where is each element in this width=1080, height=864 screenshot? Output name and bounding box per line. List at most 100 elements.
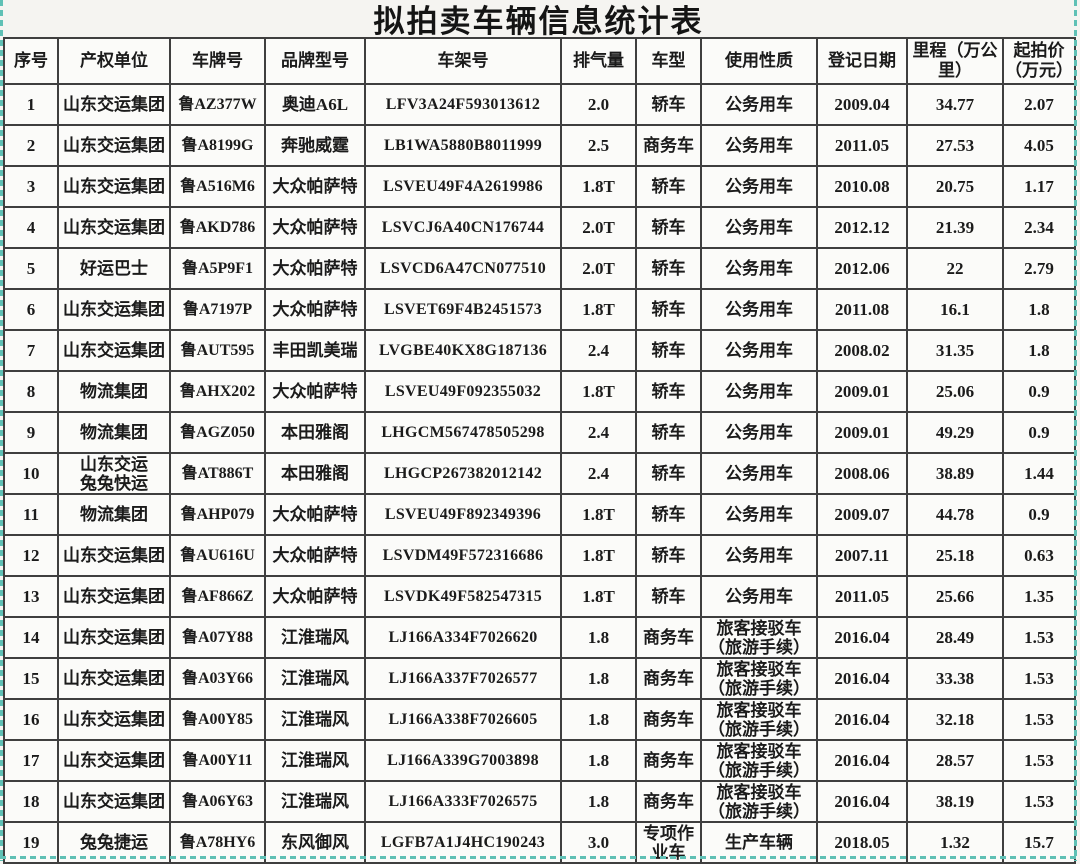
cell-vin: LSVET69F4B2451573 — [364, 288, 562, 331]
cell-plate-number: 鲁A5P9F1 — [169, 247, 266, 290]
cell-index: 1 — [3, 83, 59, 126]
cell-owner-unit: 好运巴士 — [57, 247, 171, 290]
cell-index: 2 — [3, 124, 59, 167]
cell-starting-price: 1.53 — [1002, 657, 1076, 700]
cell-owner-unit: 山东交运集团 — [57, 657, 171, 700]
cell-brand-model: 江淮瑞风 — [264, 780, 366, 823]
table-row: 15 山东交运集团 鲁A03Y66 江淮瑞风 LJ166A337F7026577 1.8 商… — [3, 657, 1076, 700]
cell-starting-price: 1.44 — [1002, 452, 1076, 495]
cell-usage-nature: 旅客接驳车 （旅游手续） — [700, 698, 818, 741]
cell-usage-nature: 公务用车 — [700, 206, 818, 249]
cell-displacement: 1.8T — [560, 534, 637, 577]
cell-index: 4 — [3, 206, 59, 249]
cell-owner-unit: 物流集团 — [57, 411, 171, 454]
cell-vin: LSVEU49F092355032 — [364, 370, 562, 413]
cell-owner-unit: 山东交运集团 — [57, 165, 171, 208]
cell-mileage: 31.35 — [906, 329, 1004, 372]
cell-register-date: 2011.08 — [816, 288, 908, 331]
cell-displacement: 1.8T — [560, 165, 637, 208]
cell-starting-price: 1.8 — [1002, 288, 1076, 331]
cell-index: 11 — [3, 493, 59, 536]
cell-mileage: 20.75 — [906, 165, 1004, 208]
cell-brand-model: 江淮瑞风 — [264, 739, 366, 782]
cell-usage-nature: 公务用车 — [700, 452, 818, 495]
cell-index: 13 — [3, 575, 59, 618]
cell-vehicle-type: 轿车 — [635, 411, 702, 454]
cell-displacement: 1.8 — [560, 657, 637, 700]
cell-displacement: 2.0T — [560, 206, 637, 249]
cell-brand-model: 大众帕萨特 — [264, 165, 366, 208]
table-row: 14 山东交运集团 鲁A07Y88 江淮瑞风 LJ166A334F7026620 1.8 商… — [3, 616, 1076, 659]
cell-mileage: 32.18 — [906, 698, 1004, 741]
table-row: 8 物流集团 鲁AHX202 大众帕萨特 LSVEU49F092355032 1.8T 轿车… — [3, 370, 1076, 413]
page-break-line-left — [0, 0, 3, 861]
cell-plate-number: 鲁AF866Z — [169, 575, 266, 618]
cell-vehicle-type: 轿车 — [635, 493, 702, 536]
cell-brand-model: 大众帕萨特 — [264, 534, 366, 577]
column-header-vehicle-type: 车型 — [635, 37, 702, 85]
cell-vehicle-type: 商务车 — [635, 124, 702, 167]
cell-usage-nature: 公务用车 — [700, 493, 818, 536]
cell-vehicle-type: 商务车 — [635, 780, 702, 823]
cell-brand-model: 江淮瑞风 — [264, 657, 366, 700]
cell-starting-price: 0.9 — [1002, 411, 1076, 454]
cell-brand-model: 江淮瑞风 — [264, 616, 366, 659]
cell-plate-number: 鲁A00Y85 — [169, 698, 266, 741]
cell-usage-nature: 公务用车 — [700, 247, 818, 290]
cell-starting-price: 1.53 — [1002, 780, 1076, 823]
cell-brand-model: 大众帕萨特 — [264, 247, 366, 290]
column-header-usage-nature: 使用性质 — [700, 37, 818, 85]
cell-register-date: 2016.04 — [816, 616, 908, 659]
cell-usage-nature: 公务用车 — [700, 165, 818, 208]
cell-brand-model: 奥迪A6L — [264, 83, 366, 126]
cell-owner-unit: 山东交运集团 — [57, 124, 171, 167]
cell-vehicle-type: 商务车 — [635, 739, 702, 782]
cell-index: 5 — [3, 247, 59, 290]
cell-owner-unit: 山东交运集团 — [57, 206, 171, 249]
cell-register-date: 2009.04 — [816, 83, 908, 126]
cell-starting-price: 2.07 — [1002, 83, 1076, 126]
cell-brand-model: 丰田凯美瑞 — [264, 329, 366, 372]
cell-vin: LJ166A333F7026575 — [364, 780, 562, 823]
cell-owner-unit: 物流集团 — [57, 370, 171, 413]
column-header-brand-model: 品牌型号 — [264, 37, 366, 85]
cell-index: 6 — [3, 288, 59, 331]
cell-vehicle-type: 商务车 — [635, 657, 702, 700]
cell-plate-number: 鲁A00Y11 — [169, 739, 266, 782]
cell-index: 10 — [3, 452, 59, 495]
cell-plate-number: 鲁AU616U — [169, 534, 266, 577]
table-row: 11 物流集团 鲁AHP079 大众帕萨特 LSVEU49F892349396 1.8T 轿… — [3, 493, 1076, 536]
cell-plate-number: 鲁AHP079 — [169, 493, 266, 536]
cell-mileage: 44.78 — [906, 493, 1004, 536]
table-row: 5 好运巴士 鲁A5P9F1 大众帕萨特 LSVCD6A47CN077510 2.0T 轿车… — [3, 247, 1076, 290]
cell-mileage: 28.49 — [906, 616, 1004, 659]
cell-index: 18 — [3, 780, 59, 823]
column-header-register-date: 登记日期 — [816, 37, 908, 85]
cell-register-date: 2016.04 — [816, 780, 908, 823]
column-header-plate-number: 车牌号 — [169, 37, 266, 85]
table-row: 18 山东交运集团 鲁A06Y63 江淮瑞风 LJ166A333F7026575 1.8 商… — [3, 780, 1076, 823]
vehicle-table: 序号 产权单位 车牌号 品牌型号 车架号 排气量 车型 使用性质 登记日期 里程（万公里） 起拍价 … — [3, 37, 1076, 864]
cell-register-date: 2010.08 — [816, 165, 908, 208]
table-row: 12 山东交运集团 鲁AU616U 大众帕萨特 LSVDM49F572316686 1.8… — [3, 534, 1076, 577]
cell-owner-unit: 山东交运集团 — [57, 780, 171, 823]
cell-vin: LSVEU49F892349396 — [364, 493, 562, 536]
cell-register-date: 2008.06 — [816, 452, 908, 495]
cell-starting-price: 2.34 — [1002, 206, 1076, 249]
cell-register-date: 2012.12 — [816, 206, 908, 249]
cell-register-date: 2009.01 — [816, 370, 908, 413]
cell-displacement: 2.4 — [560, 411, 637, 454]
table-row: 3 山东交运集团 鲁A516M6 大众帕萨特 LSVEU49F4A2619986 1.8T… — [3, 165, 1076, 208]
cell-index: 12 — [3, 534, 59, 577]
cell-index: 15 — [3, 657, 59, 700]
cell-displacement: 2.4 — [560, 329, 637, 372]
table-row: 13 山东交运集团 鲁AF866Z 大众帕萨特 LSVDK49F582547315 1.8… — [3, 575, 1076, 618]
cell-plate-number: 鲁AZ377W — [169, 83, 266, 126]
table-row: 7 山东交运集团 鲁AUT595 丰田凯美瑞 LVGBE40KX8G187136 2.4 轿… — [3, 329, 1076, 372]
cell-vehicle-type: 轿车 — [635, 288, 702, 331]
cell-register-date: 2009.07 — [816, 493, 908, 536]
cell-mileage: 25.66 — [906, 575, 1004, 618]
cell-vin: LFV3A24F593013612 — [364, 83, 562, 126]
cell-index: 14 — [3, 616, 59, 659]
cell-plate-number: 鲁AUT595 — [169, 329, 266, 372]
